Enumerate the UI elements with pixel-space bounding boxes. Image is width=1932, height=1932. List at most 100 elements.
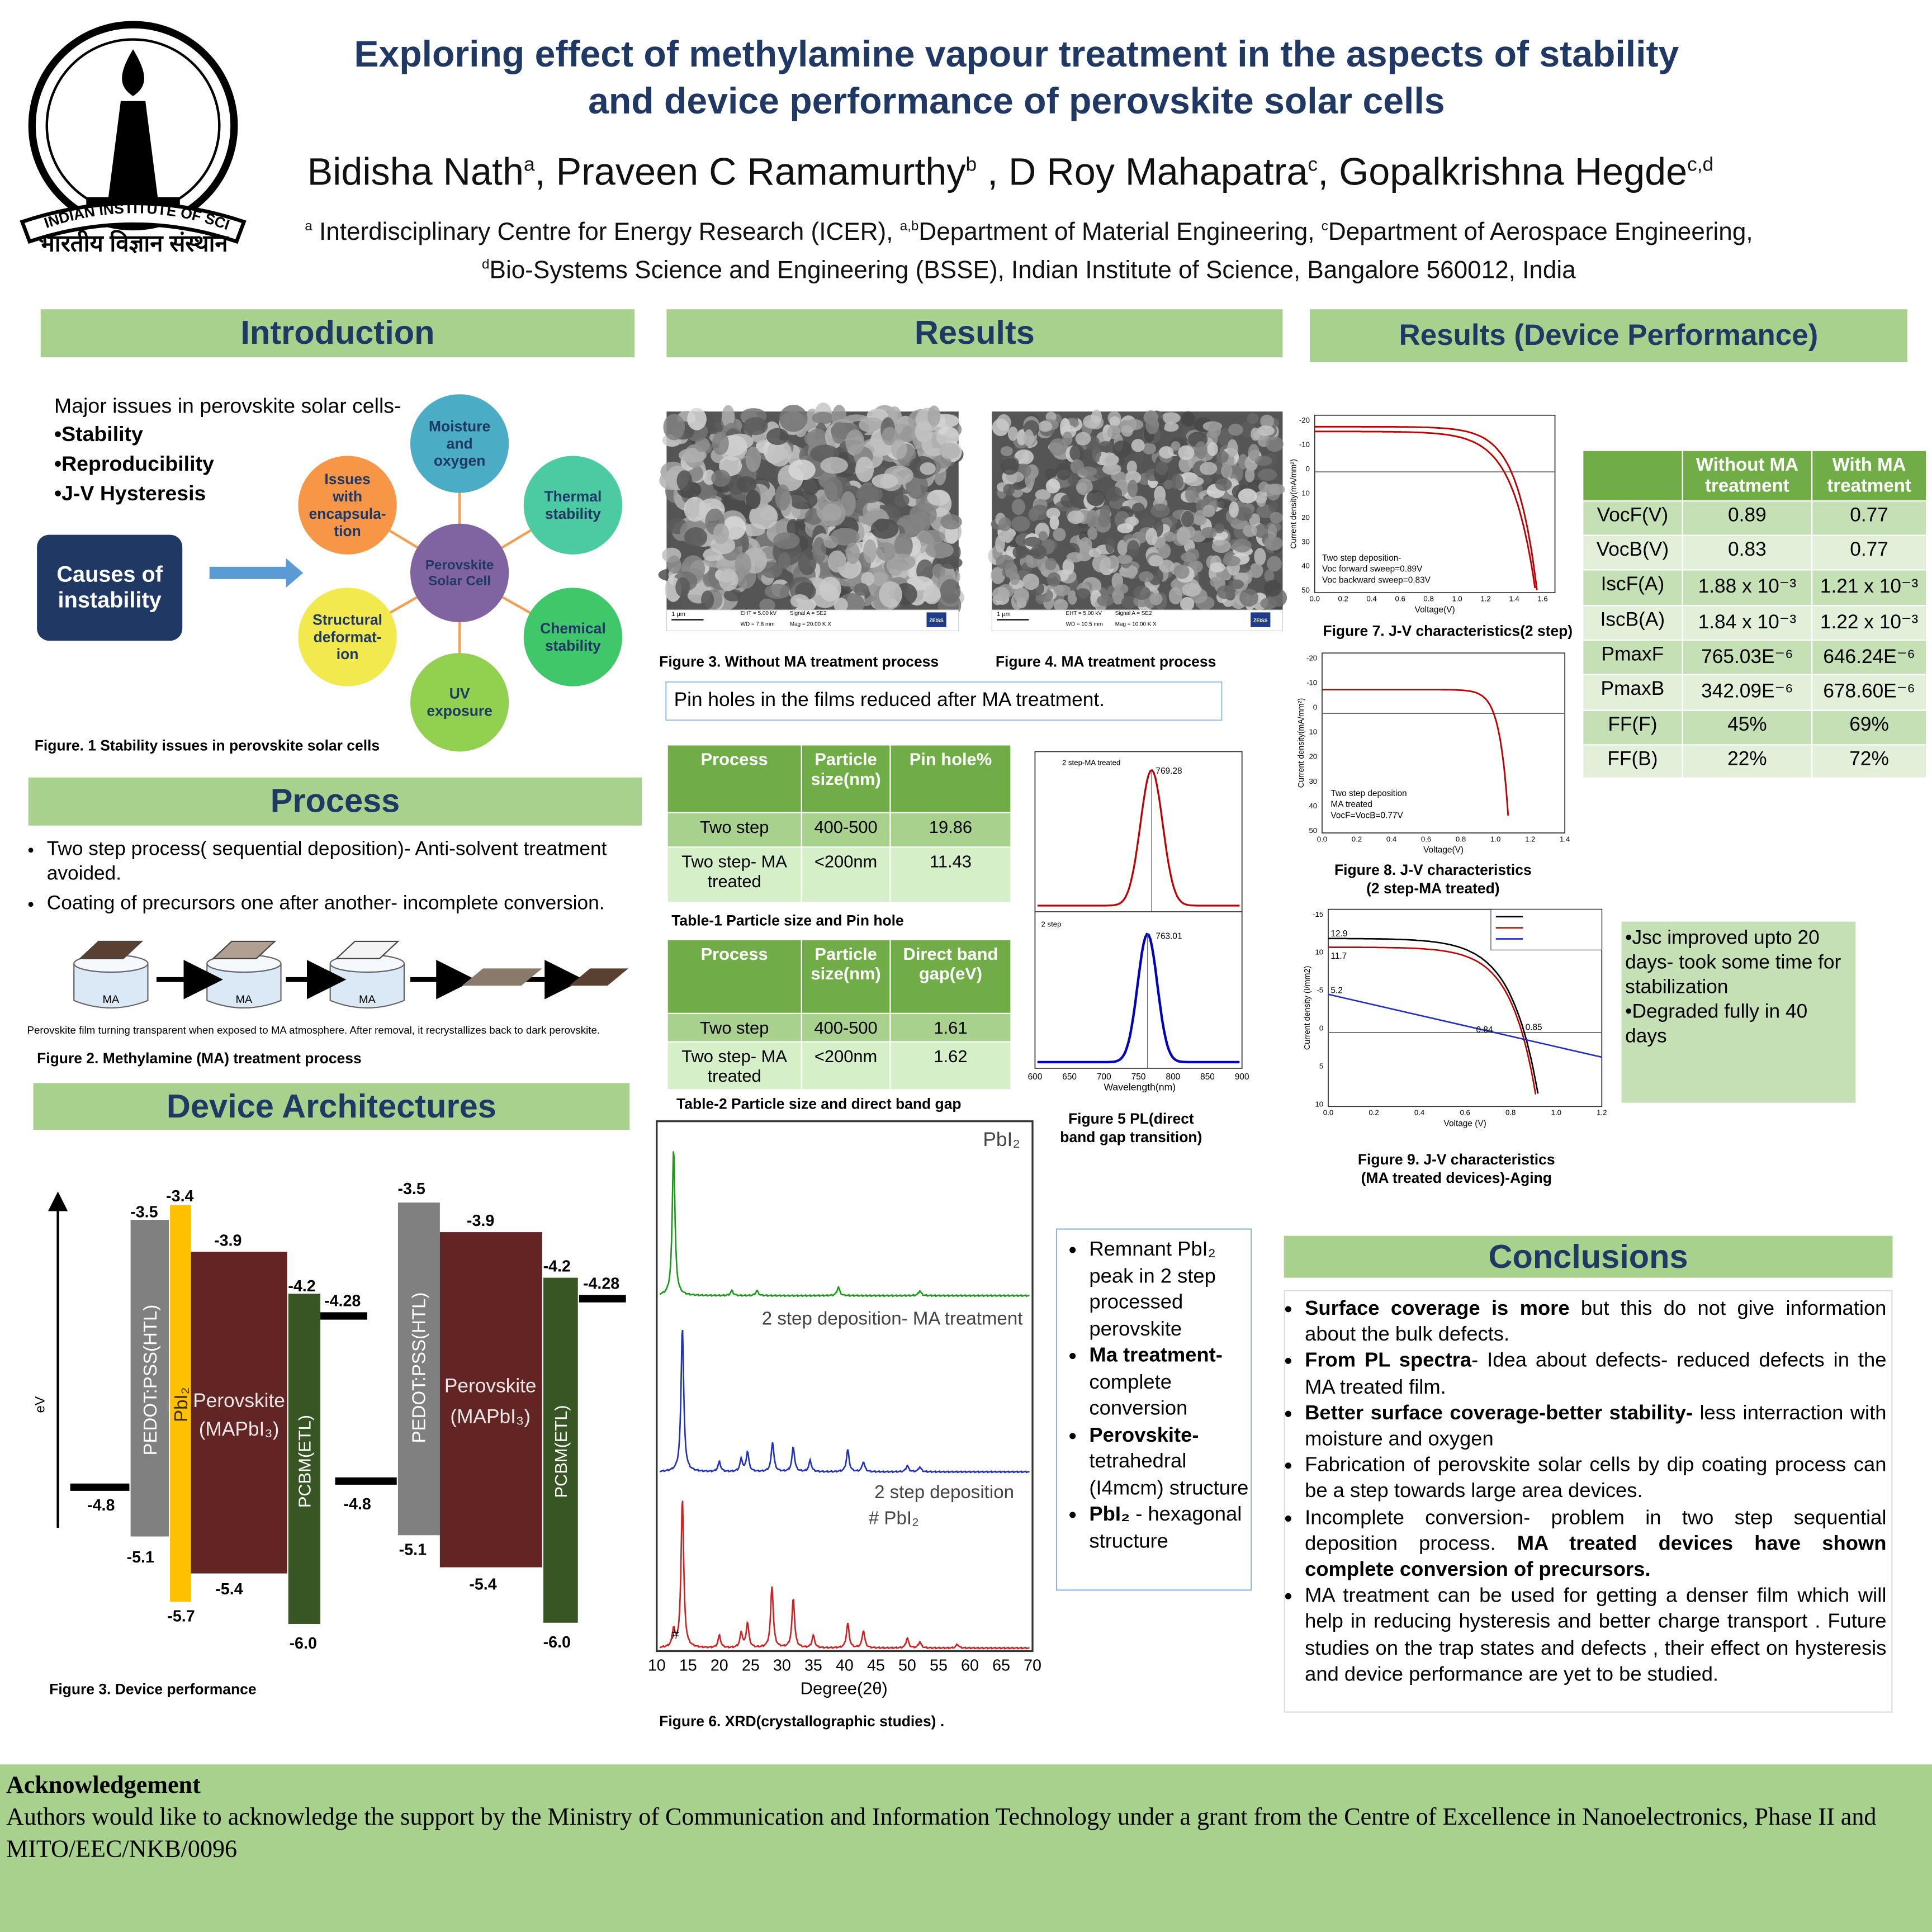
sem-grain	[1049, 438, 1067, 456]
results-note: Pin holes in the films reduced after MA …	[665, 681, 1223, 721]
sem-grain	[1181, 583, 1201, 597]
sem-grain	[1173, 564, 1190, 579]
sem-grain	[1075, 432, 1091, 446]
legend-text: Two step deposition-	[1322, 553, 1401, 563]
aff-text: Bio-Systems Science and Engineering (BSS…	[489, 257, 1576, 284]
beaker-label: MA	[236, 993, 253, 1006]
figure-caption: Figure. 1 Stability issues in perovskite…	[34, 737, 380, 754]
jv-curve	[1314, 425, 1538, 590]
sem-grain	[1235, 506, 1253, 521]
text-run: complete conversion	[1089, 1371, 1188, 1420]
sem-grain	[743, 417, 768, 435]
tick-label: 0.0	[1310, 595, 1320, 603]
sem-grain	[920, 462, 936, 475]
causes-box: Causes of instability	[37, 534, 183, 641]
sem-grain	[1229, 579, 1244, 589]
sem-grain	[1239, 589, 1259, 607]
sem-grain	[1109, 416, 1120, 427]
sem-grain	[918, 529, 945, 544]
affiliations: a Interdisciplinary Centre for Energy Re…	[296, 211, 1762, 286]
sem-grain	[1216, 585, 1235, 599]
table-cell: 1.61	[889, 1012, 1012, 1043]
process-bullets: Two step process( sequential deposition)…	[30, 838, 657, 922]
sem-grain	[790, 594, 809, 608]
table: Without MA treatment With MA treatment Voc…	[1582, 449, 1928, 779]
sem-grain	[923, 584, 941, 605]
title: Exploring effect of methylamine vapour t…	[247, 32, 1787, 126]
tick-label: 40	[1301, 562, 1310, 570]
tick-label: 10	[648, 1657, 666, 1675]
bullet: Two step process( sequential deposition)…	[47, 838, 657, 887]
annotation: 0.85	[1526, 1023, 1542, 1033]
xrd-curve	[659, 1151, 1030, 1298]
table-cell: 1.62	[889, 1041, 1012, 1091]
sem-grain	[998, 517, 1012, 532]
axis-label: Current density(mA/mm²)	[1290, 459, 1299, 549]
tick-label: 0	[1306, 465, 1310, 473]
sem-grain	[1155, 461, 1168, 475]
table-cell: IscF(A)	[1582, 569, 1683, 607]
level-label: -6.0	[290, 1635, 317, 1652]
table-cell: 22%	[1682, 744, 1813, 779]
tick-label: 0.8	[1505, 1109, 1516, 1117]
tick-label: 0.4	[1366, 595, 1376, 603]
author-sup: a	[524, 154, 535, 176]
tick-label: 0	[1313, 703, 1317, 712]
jv-curve	[1328, 993, 1602, 1058]
tick-label: 30	[773, 1657, 791, 1675]
sem-grain	[676, 470, 693, 491]
plot-label: 2 step	[1041, 920, 1061, 928]
sem-grain	[798, 550, 817, 575]
tick-label: 10	[1315, 948, 1323, 956]
text-run: tetrahedral (I4mcm) structure	[1089, 1450, 1249, 1499]
table-cell: VocF(V)	[1582, 500, 1683, 536]
figure-caption: Figure 4. MA treatment process	[995, 653, 1216, 671]
sem-grain	[712, 432, 729, 455]
sem-grain	[1086, 510, 1098, 528]
tick-label: -15	[1313, 910, 1323, 918]
sem-grain	[812, 411, 834, 424]
layer-label: PCBM(ETL)	[295, 1415, 314, 1508]
sem-info: WD = 10.5 mm	[1066, 622, 1103, 628]
legend-text: Voc backward sweep=0.83V	[1322, 576, 1431, 585]
layer-label: PEDOT:PSS(HTL)	[140, 1305, 161, 1456]
sem-grain	[1131, 439, 1145, 452]
sem-grain	[1208, 422, 1221, 438]
layer-label: (MAPbI₃)	[450, 1406, 531, 1428]
table-header-cell: Direct band gap(eV)	[889, 939, 1012, 1014]
sem-grain	[1096, 594, 1114, 607]
aff-sup: c	[1321, 219, 1328, 234]
plot-label: 2 step-MA treated	[1062, 759, 1120, 767]
sem-grain	[736, 476, 757, 493]
level-label: -3.9	[467, 1212, 494, 1230]
sem-grain	[759, 598, 775, 613]
tick-label: 40	[1309, 802, 1317, 810]
sem-grain	[1121, 425, 1133, 437]
film	[78, 940, 144, 959]
table-body: Process Particle size(nm) Direct band gap(…	[666, 939, 1012, 1091]
sem-grain	[927, 405, 941, 427]
factor-label: tion	[334, 523, 361, 539]
sem-grain	[1264, 580, 1282, 597]
sem-grain	[788, 490, 818, 510]
sem-grain	[1195, 441, 1208, 460]
sem-grain	[863, 539, 877, 564]
sem-grain	[855, 456, 874, 482]
table-cell: 69%	[1811, 709, 1928, 746]
table-header-row: Without MA treatment With MA treatment	[1582, 449, 1928, 502]
level-label: -3.9	[214, 1232, 242, 1249]
sem-grain	[1012, 546, 1028, 559]
sem-grain	[687, 408, 707, 430]
tick-label: 30	[1309, 777, 1317, 785]
axis-label: Voltage(V)	[1415, 605, 1455, 614]
jv-curve	[1328, 937, 1539, 1094]
sem-grain	[1030, 544, 1047, 560]
sem-grain	[1046, 508, 1060, 519]
table-header-row: Process Particle size(nm) Direct band gap(…	[666, 939, 1012, 1014]
table-header-cell: Without MA treatment	[1682, 449, 1813, 502]
level-label: -3.5	[130, 1204, 158, 1221]
layer	[439, 1232, 542, 1568]
sem-grain	[925, 542, 954, 559]
sem-grain	[1124, 471, 1142, 485]
factor-label: encapsula-	[309, 505, 386, 522]
